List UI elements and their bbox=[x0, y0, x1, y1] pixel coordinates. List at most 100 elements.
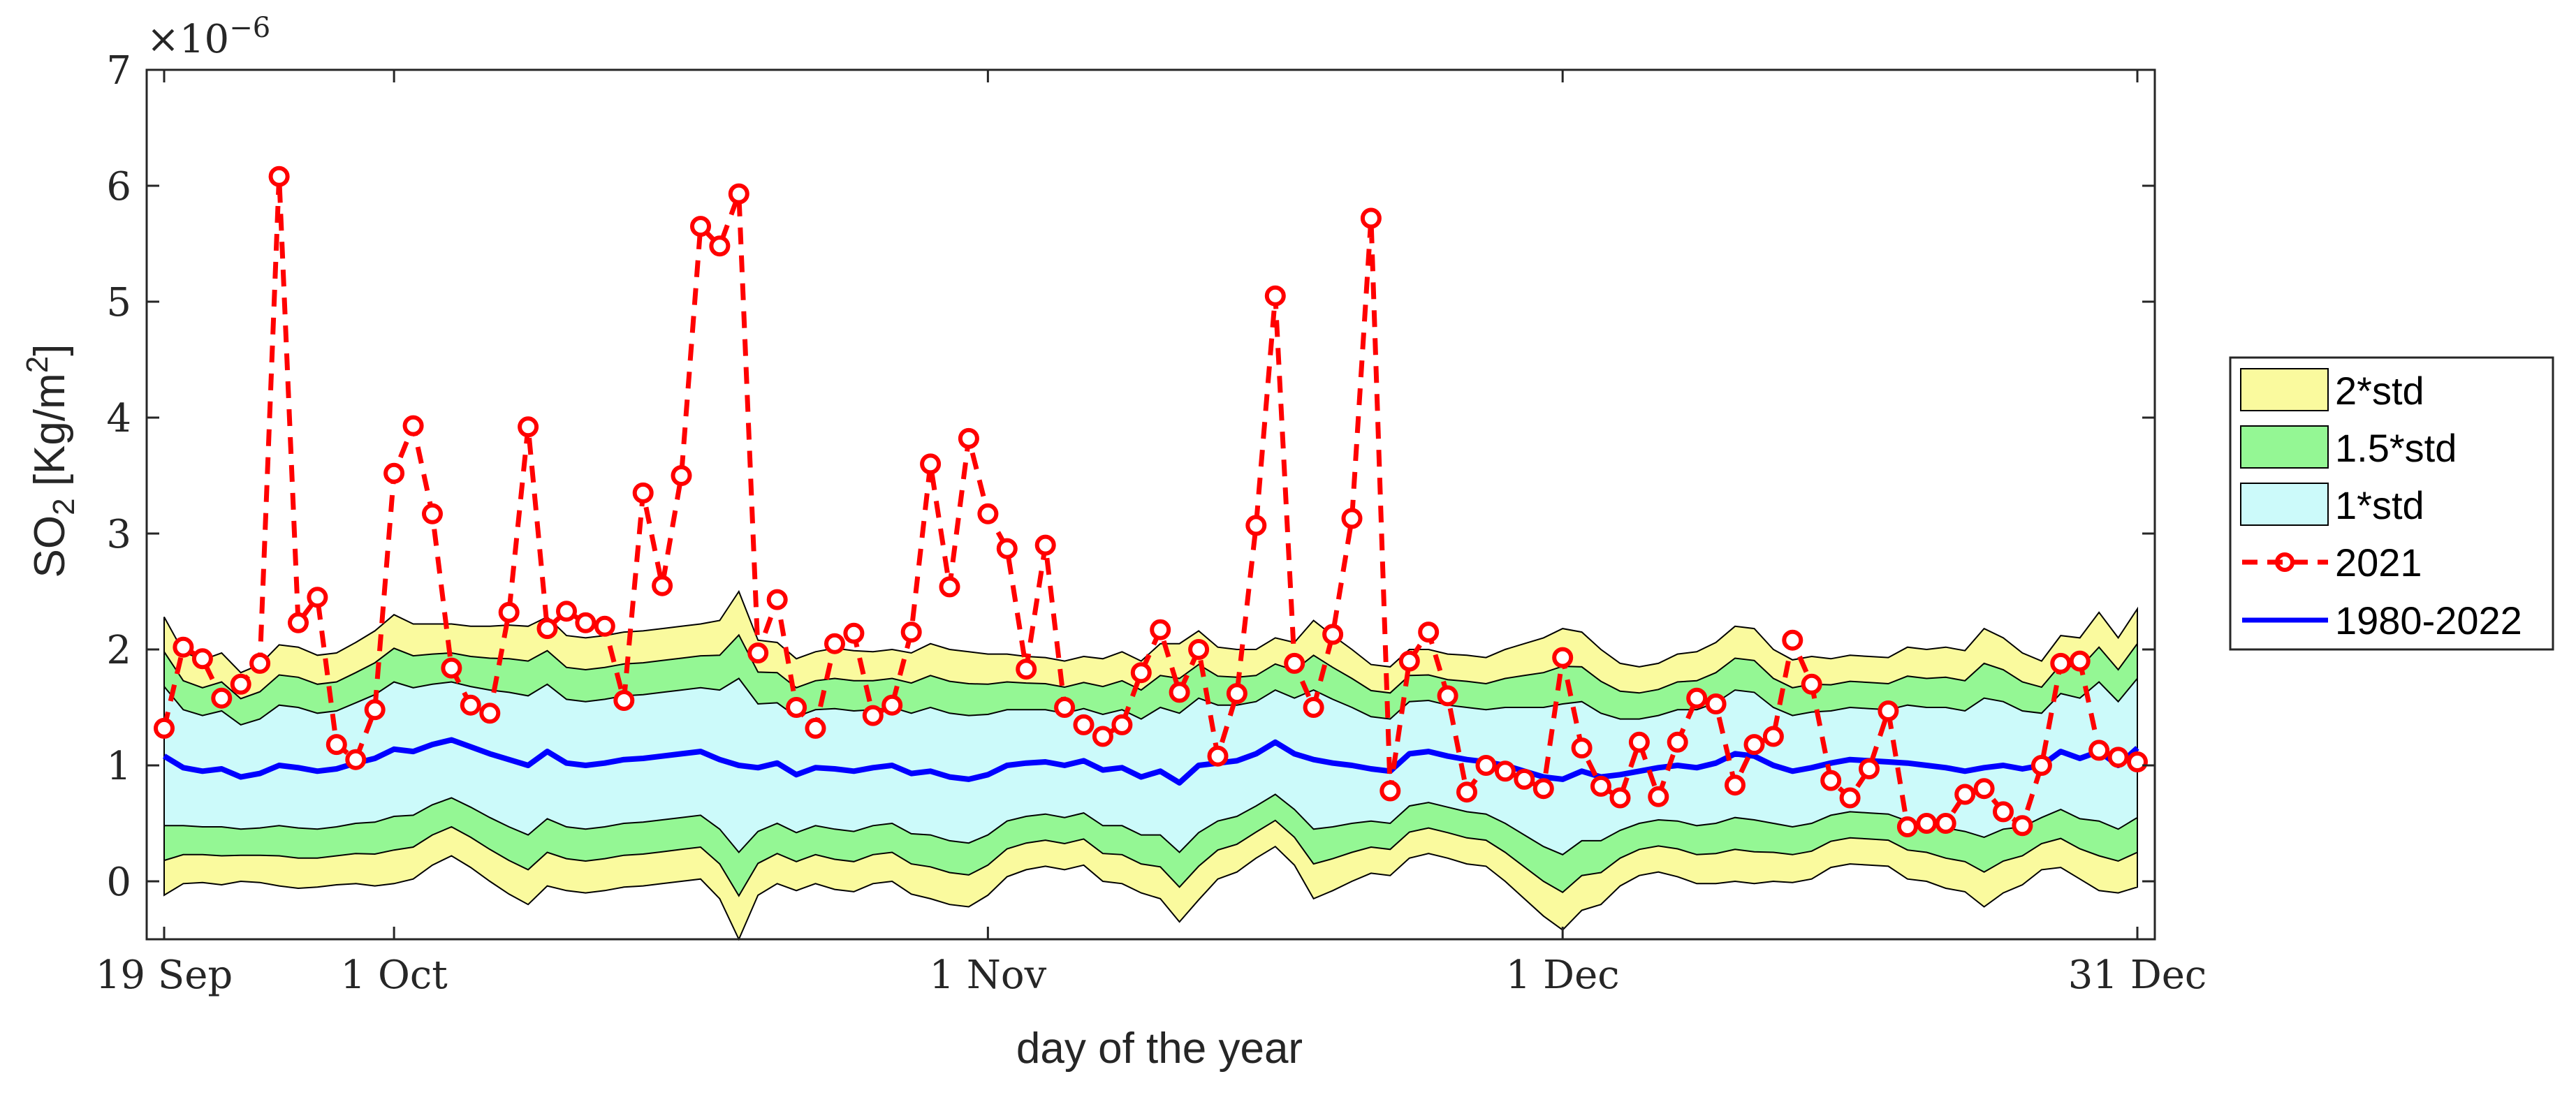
y-tick-label: 7 bbox=[106, 48, 131, 94]
x-tick-label: 1 Dec bbox=[1506, 953, 1620, 998]
data-point-2021 bbox=[1667, 731, 1688, 753]
data-point-2021 bbox=[1111, 714, 1133, 735]
data-point-2021 bbox=[766, 589, 788, 610]
data-point-2021 bbox=[1725, 774, 1746, 796]
data-point-2021 bbox=[1284, 652, 1305, 674]
data-point-2021 bbox=[594, 615, 615, 637]
data-point-2021 bbox=[939, 576, 960, 598]
data-point-2021 bbox=[1226, 683, 1247, 705]
data-point-2021 bbox=[1034, 534, 1056, 556]
legend-label-1980-2022: 1980-2022 bbox=[2335, 598, 2522, 642]
legend-label-2021: 2021 bbox=[2335, 541, 2422, 585]
data-point-2021 bbox=[288, 612, 309, 633]
x-tick-label: 1 Oct bbox=[341, 953, 448, 998]
data-point-2021 bbox=[652, 575, 673, 596]
data-point-2021 bbox=[1628, 731, 1650, 753]
data-point-2021 bbox=[2069, 650, 2091, 672]
data-point-2021 bbox=[1859, 758, 1880, 779]
legend-label-2std: 2*std bbox=[2335, 369, 2424, 413]
plot-frame bbox=[145, 68, 2156, 941]
data-point-2021 bbox=[383, 462, 405, 484]
data-point-2021 bbox=[977, 503, 999, 524]
data-point-2021 bbox=[498, 601, 520, 623]
data-point-2021 bbox=[1743, 734, 1765, 756]
y-tick-label: 2 bbox=[106, 628, 131, 673]
data-point-2021 bbox=[1571, 737, 1593, 759]
data-point-2021 bbox=[191, 648, 213, 670]
x-axis-label: day of the year bbox=[1016, 1024, 1303, 1073]
axes bbox=[145, 68, 2156, 941]
legend-swatch-1-5std bbox=[2240, 425, 2329, 469]
data-point-2021 bbox=[1437, 685, 1458, 707]
data-point-2021 bbox=[1264, 285, 1286, 307]
data-point-2021 bbox=[1494, 760, 1516, 782]
data-point-2021 bbox=[173, 636, 194, 658]
data-point-2021 bbox=[1130, 662, 1152, 684]
data-point-2021 bbox=[709, 235, 731, 257]
data-point-2021 bbox=[900, 622, 922, 643]
data-point-2021 bbox=[364, 699, 386, 721]
data-point-2021 bbox=[345, 749, 367, 770]
data-point-2021 bbox=[1188, 639, 1210, 660]
data-point-2021 bbox=[862, 705, 884, 726]
data-point-2021 bbox=[671, 465, 692, 486]
data-point-2021 bbox=[1916, 813, 1938, 834]
data-point-2021 bbox=[556, 601, 577, 622]
data-point-2021 bbox=[230, 673, 251, 695]
data-point-2021 bbox=[1303, 697, 1324, 718]
year-2021-series-layer bbox=[154, 166, 2148, 837]
data-point-2021 bbox=[1954, 784, 1976, 805]
data-point-2021 bbox=[1360, 207, 1382, 229]
legend-label-1std: 1*std bbox=[2335, 483, 2424, 527]
data-point-2021 bbox=[1686, 687, 1708, 709]
legend-label-1-5std: 1.5*std bbox=[2335, 426, 2457, 470]
data-point-2021 bbox=[422, 503, 443, 524]
data-point-2021 bbox=[1782, 629, 1803, 651]
ticks: 0 1 2 3 4 5 6 7 19 Sep 1 Oct 1 Nov 1 Dec 31 Dec bbox=[96, 48, 2207, 998]
y-tick-label: 0 bbox=[106, 860, 131, 905]
data-point-2021 bbox=[1609, 787, 1631, 809]
data-point-2021 bbox=[307, 587, 328, 608]
data-point-2021 bbox=[518, 416, 539, 438]
y-tick-label: 6 bbox=[106, 164, 131, 210]
band-1-std bbox=[163, 676, 2138, 855]
data-point-2021 bbox=[1552, 647, 1574, 668]
data-point-2021 bbox=[1322, 624, 1344, 645]
data-point-2021 bbox=[958, 427, 979, 449]
data-point-2021 bbox=[728, 183, 749, 205]
data-point-2021 bbox=[268, 166, 290, 187]
y-tick-label: 3 bbox=[106, 512, 131, 557]
data-point-2021 bbox=[2088, 740, 2110, 761]
data-point-2021 bbox=[1532, 778, 1554, 800]
data-point-2021 bbox=[1398, 650, 1420, 672]
data-point-2021 bbox=[325, 734, 347, 756]
data-point-2021 bbox=[460, 694, 481, 716]
data-point-2021 bbox=[249, 652, 271, 674]
data-point-2021 bbox=[1207, 745, 1229, 767]
data-point-2021 bbox=[1016, 659, 1037, 680]
mean-series-layer bbox=[162, 737, 2139, 786]
data-point-2021 bbox=[1092, 726, 1113, 747]
y-tick-label: 5 bbox=[106, 280, 131, 325]
x-tick-label: 1 Nov bbox=[929, 953, 1046, 998]
data-point-2021 bbox=[881, 694, 903, 716]
data-point-2021 bbox=[211, 687, 233, 709]
data-point-2021 bbox=[2030, 755, 2052, 776]
data-point-2021 bbox=[2127, 751, 2148, 772]
data-point-2021 bbox=[2050, 652, 2072, 674]
data-point-2021 bbox=[1820, 770, 1842, 791]
y-tick-label: 1 bbox=[106, 744, 131, 789]
data-point-2021 bbox=[575, 612, 597, 633]
data-point-2021 bbox=[402, 415, 424, 436]
data-point-2021 bbox=[1073, 714, 1095, 735]
data-point-2021 bbox=[1245, 515, 1267, 536]
x-tick-label: 31 Dec bbox=[2068, 953, 2207, 998]
data-point-2021 bbox=[1705, 693, 1727, 714]
data-point-2021 bbox=[1054, 697, 1076, 718]
data-point-2021 bbox=[441, 657, 462, 679]
data-point-2021 bbox=[1590, 775, 1611, 797]
data-point-2021 bbox=[1801, 673, 1822, 695]
data-point-2021 bbox=[1150, 619, 1171, 640]
data-point-2021 bbox=[747, 642, 769, 663]
data-point-2021 bbox=[1993, 801, 2014, 823]
